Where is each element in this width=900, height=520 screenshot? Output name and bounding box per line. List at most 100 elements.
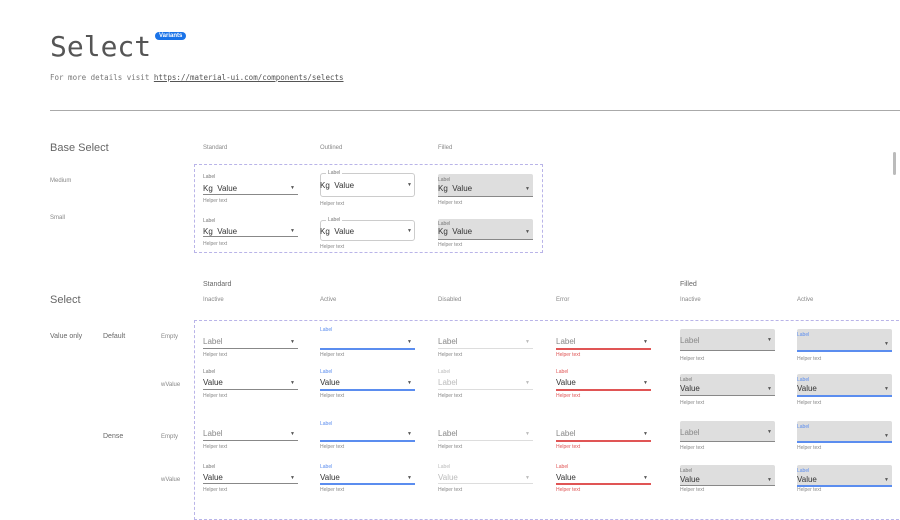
- field-label: Label: [438, 369, 450, 375]
- helper-text: Helper text: [320, 444, 344, 450]
- field-value: Kg Value: [203, 184, 237, 193]
- helper-text: Helper text: [556, 487, 580, 493]
- caret-down-icon: ▼: [290, 431, 295, 437]
- field-value: Value: [556, 378, 576, 387]
- helper-text: Helper text: [438, 242, 462, 248]
- field-placeholder: Label: [680, 428, 700, 437]
- field-underline: [438, 440, 533, 441]
- field-placeholder: Label: [556, 429, 576, 438]
- select-frame: [194, 320, 900, 520]
- caret-down-icon: ▼: [407, 339, 412, 345]
- caret-down-icon: ▼: [643, 380, 648, 386]
- field-label: Label: [320, 464, 332, 470]
- field-value: Value: [680, 475, 700, 484]
- helper-text: Helper text: [797, 487, 821, 493]
- docs-link[interactable]: https://material-ui.com/components/selec…: [154, 73, 344, 82]
- caret-down-icon: ▼: [407, 431, 412, 437]
- group-standard: Standard: [203, 281, 231, 288]
- field-label: Label: [797, 468, 809, 474]
- row-value-only: Value only: [50, 333, 82, 340]
- helper-text: Helper text: [203, 487, 227, 493]
- description: For more details visit https://material-…: [50, 73, 344, 82]
- caret-down-icon: ▼: [407, 380, 412, 386]
- field-label: Label: [320, 421, 332, 427]
- field-underline: [680, 395, 775, 396]
- caret-down-icon: ▼: [290, 380, 295, 386]
- row-empty: Empty: [161, 334, 178, 340]
- field-label: Label: [320, 369, 332, 375]
- caret-down-icon: ▼: [525, 475, 530, 481]
- field-underline: [438, 196, 533, 197]
- field-label: Label: [203, 174, 215, 180]
- helper-text: Helper text: [438, 393, 462, 399]
- field-value: Kg Value: [320, 181, 354, 190]
- field-underline: [203, 194, 298, 195]
- field-underline: [203, 236, 298, 237]
- helper-text: Helper text: [438, 444, 462, 450]
- caret-down-icon: ▼: [643, 475, 648, 481]
- helper-text: Helper text: [556, 393, 580, 399]
- helper-text: Helper text: [320, 352, 344, 358]
- col-filled: Filled: [438, 145, 452, 151]
- field-underline: [203, 348, 298, 349]
- group-filled: Filled: [680, 281, 697, 288]
- helper-text: Helper text: [203, 198, 227, 204]
- field-value: Kg Value: [203, 227, 237, 236]
- caret-down-icon: ▼: [525, 431, 530, 437]
- field-background: [797, 421, 892, 442]
- caret-down-icon: ▼: [290, 228, 295, 234]
- col-disabled: Disabled: [438, 297, 461, 303]
- field-underline: [320, 389, 415, 391]
- caret-down-icon: ▼: [767, 337, 772, 343]
- caret-down-icon: ▼: [767, 477, 772, 483]
- row-default: Default: [103, 333, 125, 340]
- helper-text: Helper text: [203, 444, 227, 450]
- caret-down-icon: ▼: [767, 386, 772, 392]
- helper-text: Helper text: [797, 400, 821, 406]
- field-value: Value: [320, 473, 340, 482]
- caret-down-icon: ▼: [884, 477, 889, 483]
- caret-down-icon: ▼: [643, 339, 648, 345]
- field-underline: [203, 389, 298, 390]
- field-underline: [797, 441, 892, 443]
- field-underline: [438, 348, 533, 349]
- helper-text: Helper text: [320, 393, 344, 399]
- caret-down-icon: ▼: [884, 386, 889, 392]
- helper-text: Helper text: [556, 444, 580, 450]
- caret-down-icon: ▼: [884, 433, 889, 439]
- field-value: Value: [438, 473, 458, 482]
- field-value: Value: [797, 475, 817, 484]
- row-small: Small: [50, 215, 65, 221]
- field-label: Label: [680, 468, 692, 474]
- helper-text: Helper text: [320, 244, 344, 250]
- field-underline: [556, 483, 651, 485]
- field-label: Label: [326, 170, 342, 176]
- page-title: Select: [50, 30, 151, 63]
- field-value: Value: [797, 384, 817, 393]
- field-underline: [438, 483, 533, 484]
- caret-down-icon: ▼: [767, 429, 772, 435]
- field-placeholder: Label: [556, 337, 576, 346]
- field-label: Label: [203, 218, 215, 224]
- caret-down-icon: ▼: [407, 475, 412, 481]
- field-label: Label: [203, 369, 215, 375]
- field-underline: [680, 485, 775, 486]
- field-label: Label: [438, 177, 450, 183]
- field-underline: [680, 441, 775, 442]
- scrollbar[interactable]: [893, 152, 896, 175]
- helper-text: Helper text: [556, 352, 580, 358]
- field-placeholder: Label: [680, 336, 700, 345]
- field-value: Value: [203, 378, 223, 387]
- helper-text: Helper text: [438, 200, 462, 206]
- field-value: Label: [438, 378, 458, 387]
- field-value: Kg Value: [438, 184, 472, 193]
- caret-down-icon: ▼: [290, 339, 295, 345]
- col-filled-active: Active: [797, 297, 813, 303]
- helper-text: Helper text: [438, 352, 462, 358]
- helper-text: Helper text: [203, 393, 227, 399]
- helper-text: Helper text: [203, 241, 227, 247]
- field-underline: [203, 440, 298, 441]
- field-label: Label: [797, 424, 809, 430]
- divider: [50, 110, 900, 111]
- variants-badge: Variants: [155, 32, 186, 40]
